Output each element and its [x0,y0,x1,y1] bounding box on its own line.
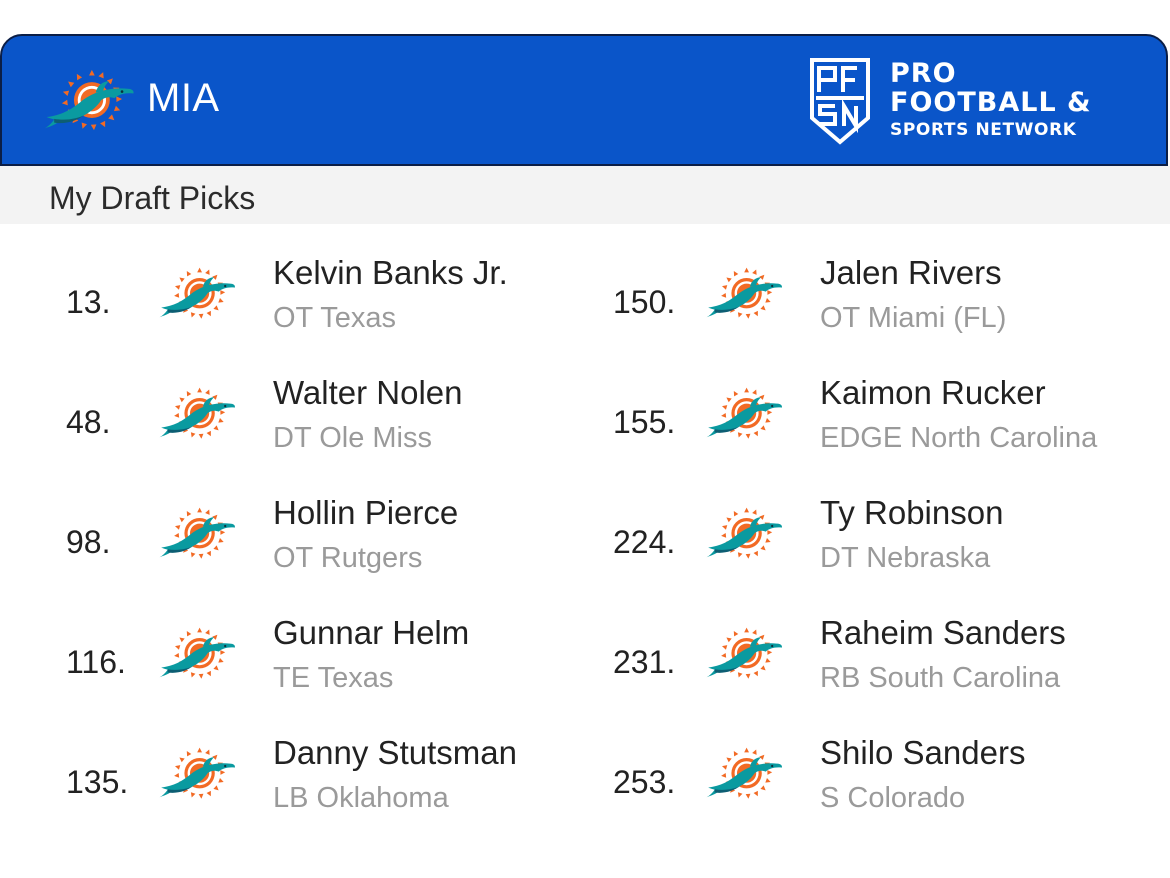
player-position-school: RB South Carolina [820,662,1061,694]
brand-line-2: FOOTBALL & [890,87,1092,118]
list-item[interactable]: 155. Kaimon Rucker EDGE North Carolina [613,360,1153,470]
pick-number: 13. [66,284,111,320]
list-item[interactable]: 150. Jalen Rivers OT Miami (FL) [613,240,1153,350]
list-item[interactable]: 98. Hollin Pierce OT Rutgers [66,480,606,590]
brand-line-3: SPORTS NETWORK [890,120,1077,140]
player-name: Ty Robinson [820,494,1004,531]
pfsn-badge-icon [810,58,870,145]
player-position-school: S Colorado [820,782,966,814]
dolphins-logo-icon [705,626,785,682]
player-name: Hollin Pierce [273,494,459,531]
pfsn-brand: PRO FOOTBALL & SPORTS NETWORK [808,56,1148,148]
player-position-school: OT Miami (FL) [820,302,1007,334]
dolphins-logo-icon [158,386,238,442]
player-position-school: LB Oklahoma [273,782,449,814]
dolphins-logo-icon [158,746,238,802]
brand-wordmark: PRO FOOTBALL & SPORTS NETWORK [890,60,1092,139]
section-header: My Draft Picks [0,166,1170,224]
list-item[interactable]: 253. Shilo Sanders S Colorado [613,720,1153,830]
player-name: Kaimon Rucker [820,374,1046,411]
list-item[interactable]: 48. Walter Nolen DT Ole Miss [66,360,606,470]
dolphins-logo-icon [705,506,785,562]
dolphins-logo-icon [158,626,238,682]
list-item[interactable]: 116. Gunnar Helm TE Texas [66,600,606,710]
player-name: Walter Nolen [273,374,463,411]
pick-number: 135. [66,764,129,800]
pick-number: 231. [613,644,676,680]
dolphins-logo-icon [705,266,785,322]
pick-number: 155. [613,404,676,440]
player-name: Jalen Rivers [820,254,1002,291]
list-item[interactable]: 231. Raheim Sanders RB South Carolina [613,600,1153,710]
player-name: Gunnar Helm [273,614,470,651]
pick-number: 98. [66,524,111,560]
player-position-school: TE Texas [273,662,394,694]
pick-number: 116. [66,644,126,680]
player-name: Danny Stutsman [273,734,517,771]
dolphins-logo-icon [705,746,785,802]
dolphins-logo-icon [42,68,138,134]
player-position-school: OT Texas [273,302,397,334]
list-item[interactable]: 13. Kelvin Banks Jr. OT Texas [66,240,606,350]
brand-line-1: PRO [890,58,957,89]
team-abbreviation: MIA [147,76,220,120]
team-header: MIA PRO FOOTBALL & SPORTS NETWORK [0,34,1168,166]
player-name: Shilo Sanders [820,734,1026,771]
list-item[interactable]: 224. Ty Robinson DT Nebraska [613,480,1153,590]
pick-number: 253. [613,764,676,800]
pick-number: 48. [66,404,111,440]
player-position-school: EDGE North Carolina [820,422,1098,454]
dolphins-logo-icon [705,386,785,442]
player-name: Raheim Sanders [820,614,1066,651]
player-name: Kelvin Banks Jr. [273,254,508,291]
pick-number: 150. [613,284,676,320]
section-title: My Draft Picks [49,180,256,216]
list-item[interactable]: 135. Danny Stutsman LB Oklahoma [66,720,606,830]
player-position-school: OT Rutgers [273,542,423,574]
pick-number: 224. [613,524,676,560]
dolphins-logo-icon [158,506,238,562]
dolphins-logo-icon [158,266,238,322]
player-position-school: DT Ole Miss [273,422,432,454]
player-position-school: DT Nebraska [820,542,991,574]
